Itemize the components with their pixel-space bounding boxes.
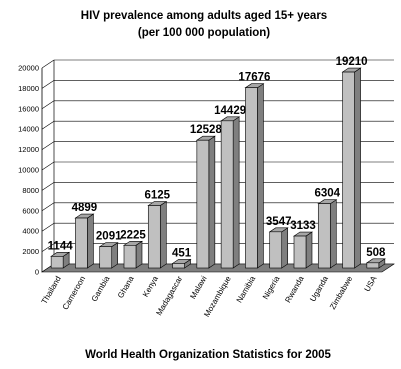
x-tick-label: USA — [363, 274, 379, 293]
y-tick-label: 2000 — [22, 247, 39, 256]
x-tick-label: Malawi — [188, 274, 208, 300]
bar — [172, 263, 185, 269]
y-tick-label: 4000 — [22, 227, 39, 236]
y-tick-label: 10000 — [18, 166, 39, 175]
x-tick-label: Thailand — [40, 275, 63, 306]
chart-subtitle: (per 100 000 population) — [138, 27, 270, 39]
bar — [366, 262, 380, 269]
chart-title: HIV prevalence among adults aged 15+ yea… — [81, 10, 327, 22]
depth-gridline — [41, 100, 55, 110]
y-tick-label: 8000 — [22, 186, 39, 195]
bar-side — [111, 242, 119, 269]
chart-footer: World Health Organization Statistics for… — [85, 349, 331, 361]
depth-gridline — [41, 120, 55, 130]
x-tick-label: Zimbabwe — [328, 274, 355, 311]
bar-side — [87, 213, 94, 269]
bar-side — [281, 227, 289, 269]
data-label: 2091 — [96, 231, 122, 243]
x-tick-label: Gambia — [90, 274, 112, 303]
x-tick-label: Uganda — [308, 274, 330, 303]
data-label: 3133 — [290, 220, 316, 232]
bar — [293, 235, 307, 269]
bar-side — [354, 67, 361, 269]
bar — [220, 120, 234, 269]
bar-side — [135, 240, 143, 269]
chart-floor — [41, 263, 395, 273]
data-label: 6125 — [144, 190, 170, 202]
data-label: 451 — [172, 247, 192, 259]
data-label: 508 — [366, 247, 386, 259]
bar — [245, 87, 258, 269]
depth-gridline — [41, 161, 55, 171]
y-tick-label: 14000 — [18, 125, 39, 134]
x-tick-label: Namibia — [235, 274, 258, 304]
bar — [317, 203, 331, 269]
depth-gridline — [41, 59, 55, 69]
bar-side — [257, 83, 264, 269]
data-label: 1144 — [48, 240, 74, 252]
y-tick-label: 20000 — [18, 64, 39, 73]
y-tick-label: 16000 — [18, 104, 39, 113]
depth-gridline — [41, 222, 55, 232]
x-tick-label: Nigeria — [261, 274, 282, 301]
y-tick-label: 12000 — [18, 145, 39, 154]
depth-gridline — [41, 243, 55, 252]
x-tick-label: Rwanda — [283, 274, 306, 304]
x-tick-label: Cameroon — [61, 275, 87, 312]
data-label: 4899 — [72, 202, 98, 214]
bar — [196, 139, 210, 269]
x-tick-label: Ghana — [116, 274, 136, 300]
data-label: 17676 — [238, 72, 270, 84]
x-tick-label: Kenya — [141, 274, 160, 299]
plot-area: 0 2000 4000 6000 8000 10000 12000 14000 16000 180… — [18, 56, 395, 319]
depth-gridline — [41, 141, 55, 150]
bar — [147, 205, 161, 269]
depth-gridline — [41, 80, 55, 89]
bar-side — [329, 199, 337, 269]
data-label: 2225 — [120, 229, 146, 241]
data-label: 12528 — [190, 124, 223, 136]
bar-side — [208, 135, 216, 269]
bar — [269, 231, 283, 269]
bar — [75, 217, 88, 269]
bar — [123, 245, 137, 269]
depth-gridline — [41, 202, 55, 212]
y-tick-label: 18000 — [18, 84, 39, 93]
bar — [50, 256, 64, 269]
data-label: 3547 — [266, 216, 292, 228]
bar-side — [159, 200, 167, 269]
bar — [342, 71, 355, 269]
bar-side — [305, 231, 313, 269]
y-tick-label: 6000 — [22, 206, 39, 215]
bar-side — [232, 116, 240, 269]
bar — [99, 246, 113, 269]
depth-gridline — [41, 182, 55, 191]
data-label: 19210 — [336, 56, 368, 68]
data-label: 14429 — [214, 105, 246, 117]
y-tick-label: 0 — [35, 268, 39, 277]
data-label: 6304 — [314, 188, 340, 200]
